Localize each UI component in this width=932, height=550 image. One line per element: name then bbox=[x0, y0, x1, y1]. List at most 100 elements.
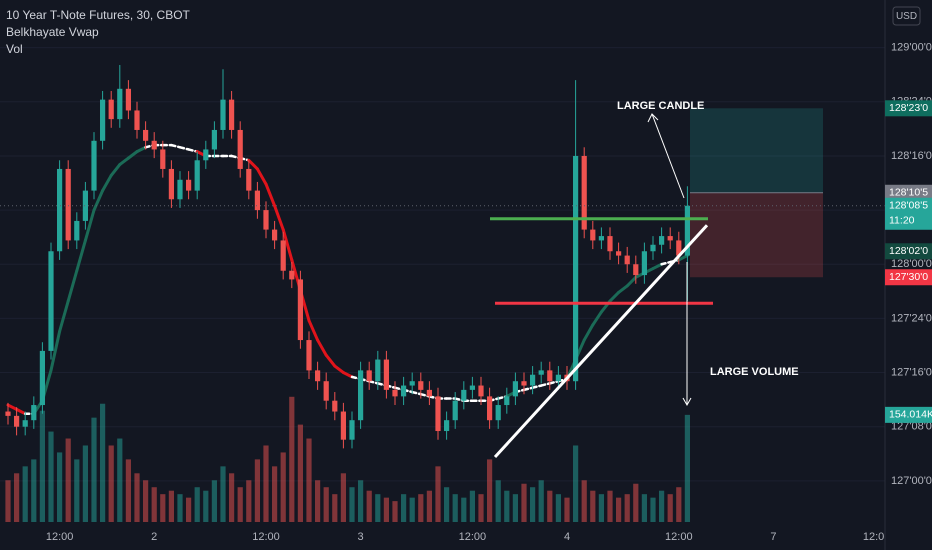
volume-pane bbox=[5, 396, 690, 522]
volume-bar bbox=[125, 459, 131, 522]
vwap-segment bbox=[66, 269, 79, 303]
volume-bar bbox=[573, 445, 579, 522]
x-tick-label: 12:00 bbox=[459, 531, 487, 543]
currency-button[interactable] bbox=[892, 6, 921, 26]
candle-body bbox=[469, 385, 475, 390]
volume-bar bbox=[74, 459, 80, 522]
volume-bar bbox=[375, 494, 381, 522]
candle-body bbox=[676, 240, 682, 256]
volume-bar bbox=[383, 497, 389, 522]
vwap-segment bbox=[651, 262, 664, 271]
candle-body bbox=[340, 411, 346, 440]
x-tick-label: 2 bbox=[151, 531, 157, 543]
volume-bar bbox=[57, 452, 63, 522]
y-tick-label: 128'16'0 bbox=[891, 150, 932, 162]
volume-bar bbox=[659, 490, 665, 522]
volume-bar bbox=[435, 466, 441, 522]
volume-bar bbox=[426, 490, 432, 522]
x-tick-label: 7 bbox=[770, 531, 776, 543]
indicator-name: Belkhayate Vwap bbox=[6, 25, 99, 39]
candle-body bbox=[418, 381, 424, 390]
vwap-segment bbox=[617, 284, 629, 294]
candle-body bbox=[237, 129, 243, 169]
currency-label[interactable]: USD bbox=[896, 11, 917, 22]
vwap-segment bbox=[307, 319, 320, 342]
candle-body bbox=[538, 370, 544, 375]
vwap-segment bbox=[58, 299, 70, 333]
trend-line bbox=[493, 224, 709, 459]
vwap-segment bbox=[178, 146, 190, 151]
candle-body bbox=[57, 168, 63, 252]
time-axis: 12:00 2 12:00 3 12:00 4 12:00 7 12:00 bbox=[46, 531, 891, 543]
volume-bar bbox=[91, 417, 97, 522]
candle-body bbox=[5, 411, 11, 416]
volume-bar bbox=[160, 494, 166, 522]
vwap-segment bbox=[126, 150, 139, 160]
countdown-label: 11:20 bbox=[889, 215, 915, 227]
vwap-segment bbox=[625, 275, 638, 288]
candle-body bbox=[211, 129, 217, 150]
candle-body bbox=[246, 168, 252, 191]
candle-body bbox=[641, 251, 647, 276]
candle-body bbox=[650, 244, 656, 252]
vwap-segment bbox=[281, 228, 294, 262]
volume-bar bbox=[607, 490, 613, 522]
vwap-segment bbox=[539, 382, 552, 387]
volume-bar bbox=[306, 438, 312, 522]
drawings bbox=[0, 205, 885, 459]
candle-body bbox=[366, 370, 372, 382]
candle-body bbox=[590, 229, 596, 241]
vwap-segment bbox=[170, 143, 182, 149]
volume-bar bbox=[401, 494, 407, 522]
volume-bar bbox=[521, 483, 527, 522]
volume-bar bbox=[641, 494, 647, 522]
vwap-segment bbox=[118, 156, 130, 167]
vwap-segment bbox=[324, 353, 337, 368]
candle-body bbox=[100, 99, 106, 141]
volume-bar bbox=[143, 480, 149, 522]
candle-body bbox=[177, 179, 183, 200]
candle-body bbox=[74, 220, 80, 241]
volume-bar bbox=[547, 490, 553, 522]
x-tick-label: 3 bbox=[358, 531, 364, 543]
candle-body bbox=[143, 129, 149, 141]
candle-body bbox=[280, 240, 286, 271]
volume-bar bbox=[676, 487, 682, 522]
volume-bar bbox=[220, 466, 226, 522]
volume-bar bbox=[14, 473, 20, 522]
vwap-segment bbox=[677, 254, 689, 262]
x-tick-label: 12:00 bbox=[863, 531, 891, 543]
price-tag-label: 127'30'0 bbox=[889, 271, 928, 283]
candle-body bbox=[160, 149, 166, 169]
volume-bar bbox=[504, 490, 510, 522]
candle-body bbox=[229, 99, 235, 130]
candle-body bbox=[409, 381, 415, 386]
volume-bar bbox=[478, 494, 484, 522]
volume-bar bbox=[598, 494, 604, 522]
candle-body bbox=[461, 389, 467, 401]
vwap-segment bbox=[522, 386, 534, 392]
vwap-segment bbox=[264, 182, 277, 208]
volume-bar bbox=[444, 487, 450, 522]
candle-body bbox=[289, 270, 295, 280]
candle-body bbox=[272, 229, 278, 241]
candle-body bbox=[435, 396, 441, 432]
volume-bar bbox=[469, 490, 475, 522]
volume-bar bbox=[186, 497, 192, 522]
candle-body bbox=[134, 110, 140, 130]
vwap-segment bbox=[333, 364, 345, 375]
candle-body bbox=[495, 405, 501, 421]
volume-bar bbox=[315, 480, 321, 522]
candle-body bbox=[684, 205, 690, 256]
volume-bar bbox=[134, 473, 140, 522]
candle-body bbox=[383, 359, 389, 390]
vwap-segment bbox=[101, 173, 113, 193]
vwap-segment bbox=[531, 384, 543, 389]
volume-bar bbox=[366, 490, 372, 522]
indicator-name: Vol bbox=[6, 42, 23, 56]
price-tag bbox=[885, 100, 932, 117]
vwap-segment bbox=[548, 379, 560, 385]
candle-body bbox=[14, 415, 20, 427]
volume-bar bbox=[667, 494, 673, 522]
candle-body bbox=[22, 420, 28, 427]
